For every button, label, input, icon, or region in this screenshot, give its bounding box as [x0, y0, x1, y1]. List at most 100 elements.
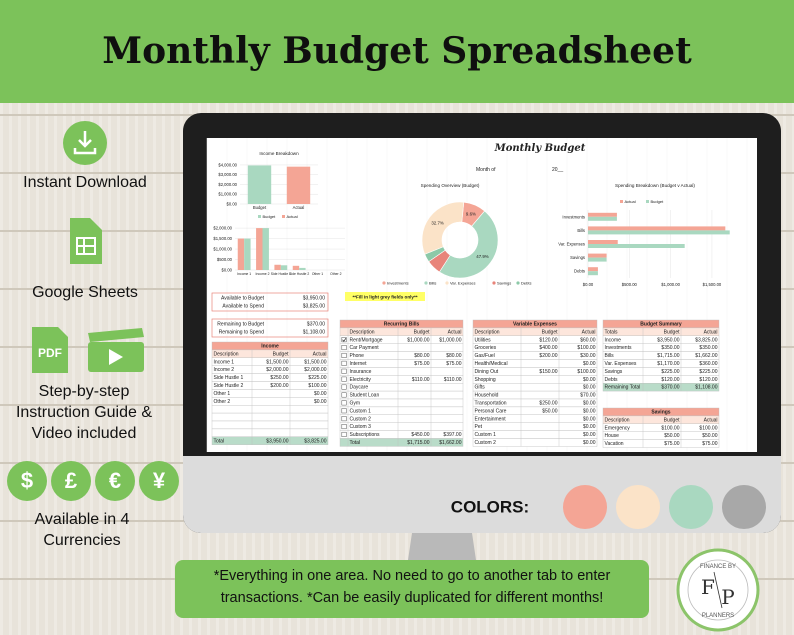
x-tick-label: $1,000.00	[661, 282, 680, 287]
table-cell: $75.00	[446, 361, 462, 367]
table-cell: Personal Care	[475, 408, 507, 414]
checkbox	[341, 408, 347, 414]
table-cell: Debts	[605, 377, 619, 383]
table-cell: $70.00	[580, 393, 596, 399]
table-cell: $80.00	[414, 353, 430, 359]
table-cell: Custom 2	[350, 416, 372, 422]
table-title: Recurring Bills	[384, 322, 420, 328]
y-tick-label: Savings	[570, 255, 585, 260]
summary-box	[211, 292, 329, 312]
table-cell: Health/Medical	[475, 361, 508, 367]
table-row	[211, 436, 329, 445]
table-cell: Emergency	[605, 425, 631, 431]
bar	[588, 267, 598, 272]
legend-label: Var. Expenses	[450, 281, 476, 286]
checkbox	[341, 392, 347, 398]
bar	[262, 228, 269, 270]
table-cell: $0.00	[314, 391, 327, 397]
table-cell: $2,000.00	[266, 367, 288, 373]
table-cell: Dining Out	[475, 369, 499, 375]
currency-circle	[7, 461, 47, 501]
table-row	[211, 412, 329, 422]
table-cell: $0.00	[583, 408, 596, 414]
table-cell: Internet	[350, 361, 368, 367]
currency-circle	[51, 461, 91, 501]
table-cell: Custom 1	[475, 432, 497, 438]
y-tick-label: Debts	[574, 269, 585, 274]
table-cell: $120.00	[661, 377, 679, 383]
y-tick-label: $1,000.00	[218, 192, 237, 197]
table-cell: $0.00	[583, 377, 596, 383]
y-tick-label: Investments	[562, 214, 585, 219]
x-tick-label: $500.00	[622, 282, 638, 287]
bar	[247, 165, 272, 204]
table-cell: Budget	[542, 329, 558, 335]
table-cell: Var. Expenses	[605, 361, 637, 367]
checkbox	[341, 337, 347, 343]
logo-top: FINANCE BY	[700, 564, 736, 570]
summary-label: Remaining to Spend	[219, 330, 265, 336]
legend-label: Actual	[287, 214, 298, 219]
table-cell: $1,500.00	[266, 359, 288, 365]
table-cell: $1,000.00	[407, 337, 429, 343]
table-cell: Subscriptions	[350, 432, 381, 438]
x-tick-label: $0.00	[583, 282, 594, 287]
sheet-note: **Fill in light grey fields only**	[352, 295, 417, 300]
table-cell: $75.00	[664, 441, 680, 447]
year-label: 20__	[552, 167, 563, 173]
bar	[588, 226, 726, 231]
table-cell: $225.00	[699, 369, 717, 375]
table-cell: $50.00	[664, 433, 680, 439]
legend-label: Budget	[651, 199, 665, 204]
table-cell: $100.00	[699, 425, 717, 431]
legend-swatch	[492, 281, 496, 285]
y-tick-label: $4,000.00	[218, 162, 237, 167]
table-cell: $1,500.00	[304, 359, 326, 365]
header-band	[0, 0, 794, 103]
note-box	[345, 292, 425, 301]
currency-circle	[139, 461, 179, 501]
table-cell: Household	[475, 393, 499, 399]
table-cell: Income	[605, 337, 622, 343]
summary-value: $3,950.00	[303, 296, 325, 302]
summary-label: Available to Spend	[222, 304, 264, 310]
table-cell: $0.00	[583, 432, 596, 438]
table-row	[472, 335, 598, 344]
bar	[588, 257, 607, 262]
table-cell: Utilities	[475, 337, 492, 343]
table-row	[472, 422, 598, 431]
feature-label: Available in 4 Currencies	[34, 511, 130, 549]
legend-swatch	[424, 281, 428, 285]
checkbox	[341, 376, 347, 382]
legend-swatch	[646, 200, 649, 203]
table-cell: Side Hustle 1	[214, 375, 244, 381]
summary-value: $3,825.00	[303, 304, 325, 310]
feature-label: Instant Download	[23, 174, 147, 191]
table-cell: $350.00	[699, 345, 717, 351]
table-cell: $0.00	[583, 401, 596, 407]
legend-label: Savings	[497, 281, 511, 286]
checkmark	[342, 337, 347, 342]
table-cell: $3,950.00	[657, 337, 679, 343]
table-row	[211, 405, 329, 414]
table-cell: Gifts	[475, 385, 486, 391]
table-cell: $3,825.00	[695, 337, 717, 343]
table-cell: Budget	[273, 351, 289, 357]
table-cell: Actual	[448, 329, 462, 335]
table-cell: $1,108.00	[695, 385, 717, 391]
y-tick-label: $3,000.00	[218, 172, 237, 177]
table-cell: $60.00	[580, 337, 596, 343]
table-cell: $120.00	[699, 377, 717, 383]
table-cell: Student Loan	[350, 393, 380, 399]
x-tick-label: Other 1	[312, 272, 323, 276]
color-swatch	[669, 485, 713, 529]
bar	[588, 271, 598, 276]
table-cell: Entertainment	[475, 416, 507, 422]
table-cell: $1,662.00	[439, 440, 461, 446]
checkbox	[341, 431, 347, 437]
table-cell: Side Hustle 2	[214, 383, 244, 389]
table-cell: $110.00	[412, 377, 430, 383]
table-cell: $100.00	[661, 425, 679, 431]
bar	[256, 228, 263, 270]
